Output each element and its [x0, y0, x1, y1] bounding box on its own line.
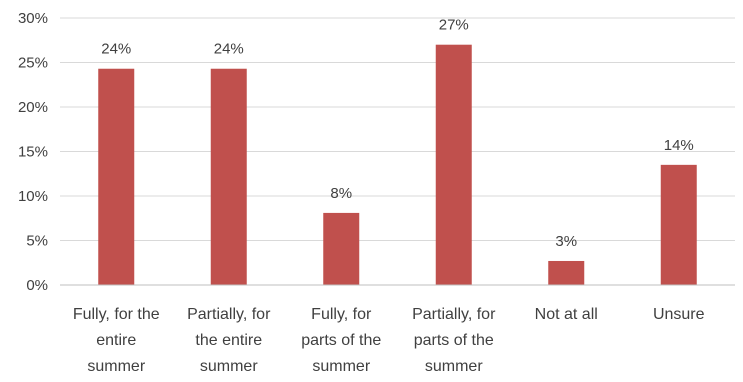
y-tick-label: 30% — [18, 10, 48, 27]
data-labels: 24% 24% 8% 27% 3% 14% — [101, 17, 694, 250]
category-label: Unsure — [653, 306, 705, 323]
category-label: Fully, for parts of the summer — [301, 306, 381, 375]
category-label-line: Unsure — [653, 306, 705, 323]
y-tick-label: 25% — [18, 55, 48, 72]
bar — [98, 68, 135, 285]
category-label-line: the entire — [195, 332, 262, 349]
y-tick-label: 20% — [18, 99, 48, 116]
bars — [98, 44, 697, 286]
category-label-line: summer — [200, 358, 258, 375]
bar — [660, 164, 697, 285]
category-label-line: parts of the — [414, 332, 494, 349]
y-tick-label: 5% — [26, 233, 48, 250]
gridlines — [60, 17, 735, 241]
data-label: 24% — [214, 41, 244, 58]
category-label-line: parts of the — [301, 332, 381, 349]
bar — [435, 44, 472, 286]
category-label: Fully, for the entire summer — [73, 306, 160, 375]
category-label-line: summer — [87, 358, 145, 375]
category-label: Partially, for parts of the summer — [412, 306, 496, 375]
category-label-line: Fully, for the — [73, 306, 160, 323]
y-tick-label: 10% — [18, 188, 48, 205]
data-label: 14% — [664, 137, 694, 154]
y-tick-label: 0% — [26, 277, 48, 294]
category-label-line: Fully, for — [311, 306, 372, 323]
bar — [548, 260, 585, 285]
y-axis-tick-labels: 0% 5% 10% 15% 20% 25% 30% — [18, 10, 48, 294]
bar — [210, 68, 247, 285]
category-label-line: Not at all — [535, 306, 598, 323]
y-tick-label: 15% — [18, 144, 48, 161]
category-label: Not at all — [535, 306, 598, 323]
category-label-line: entire — [96, 332, 136, 349]
bar — [323, 212, 360, 285]
data-label: 3% — [555, 233, 577, 250]
category-label-line: Partially, for — [412, 306, 496, 323]
category-label-line: summer — [312, 358, 370, 375]
data-label: 24% — [101, 41, 131, 58]
category-label-line: Partially, for — [187, 306, 271, 323]
category-label-line: summer — [425, 358, 483, 375]
category-label: Partially, for the entire summer — [187, 306, 271, 375]
data-label: 27% — [439, 17, 469, 34]
data-label: 8% — [330, 185, 352, 202]
